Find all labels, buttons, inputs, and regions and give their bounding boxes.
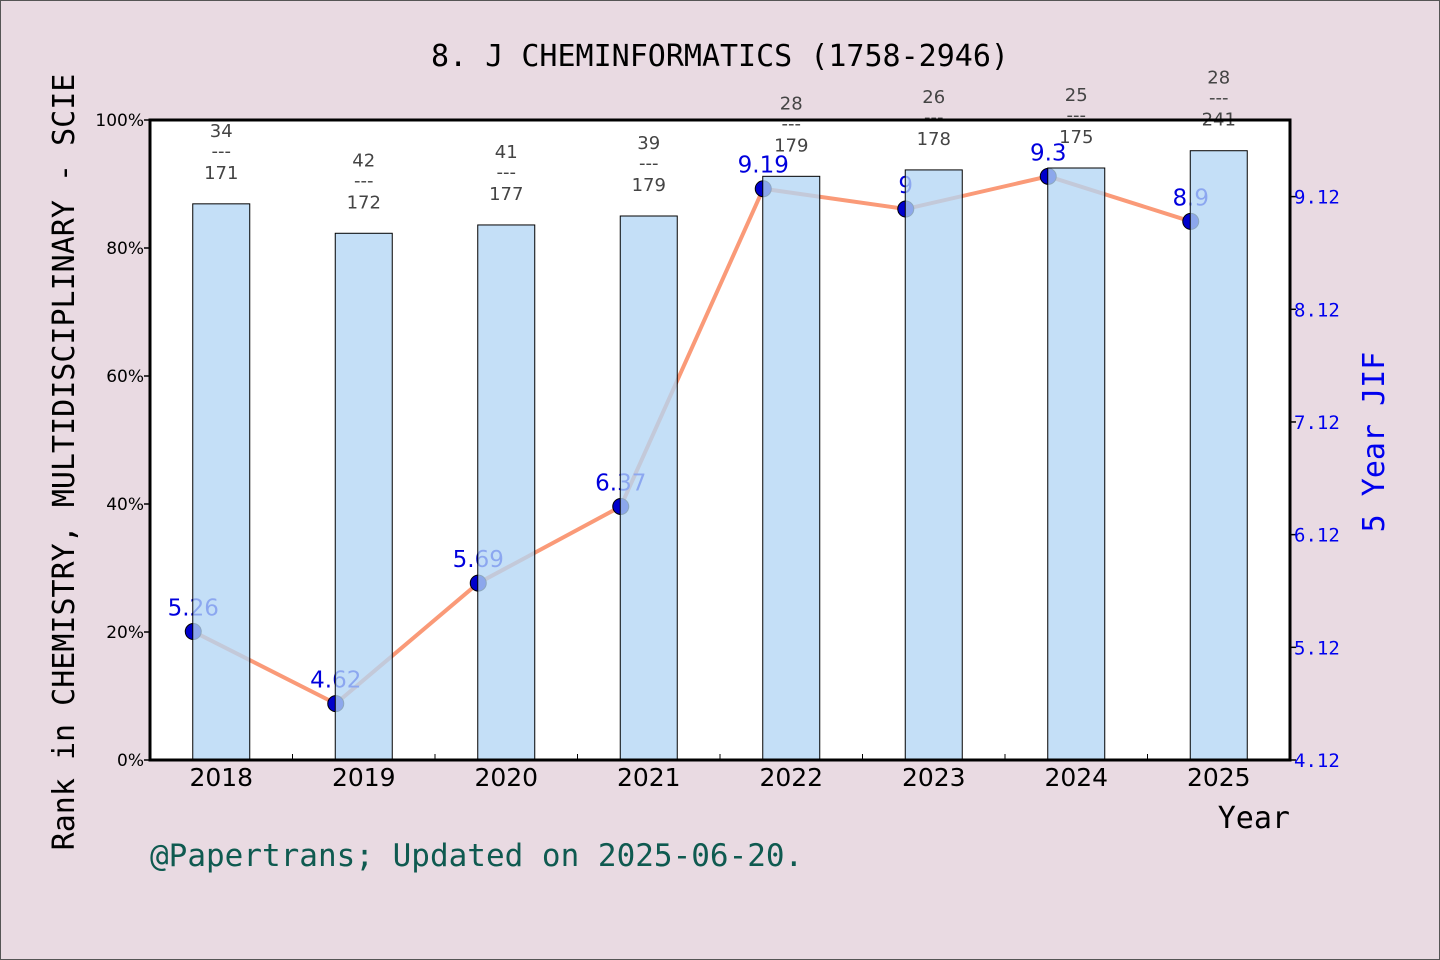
rank-separator: --- xyxy=(924,107,944,128)
y-axis-left-label: Rank in CHEMISTRY, MULTIDISCIPLINARY - S… xyxy=(47,74,82,851)
rank-bar xyxy=(192,203,251,761)
plot-area xyxy=(150,120,1290,760)
x-tick-label: 2020 xyxy=(474,763,538,792)
right-tick-label: 5.12 xyxy=(1294,637,1340,659)
rank-separator: --- xyxy=(212,141,232,162)
rank-label: 28 xyxy=(1207,68,1230,89)
rank-bar xyxy=(1189,150,1248,761)
rank-bar xyxy=(762,175,821,761)
rank-label: 39 xyxy=(637,133,660,154)
right-tick-label: 4.12 xyxy=(1294,750,1340,772)
rank-bar xyxy=(904,169,963,761)
total-label: 171 xyxy=(204,163,238,184)
left-tick-label: 60% xyxy=(106,367,144,387)
left-tick-label: 100% xyxy=(95,111,144,131)
right-tick-label: 6.12 xyxy=(1294,525,1340,547)
rank-separator: --- xyxy=(782,113,802,134)
rank-bar xyxy=(334,232,393,761)
rank-bar xyxy=(477,224,536,761)
rank-separator: --- xyxy=(497,162,517,183)
rank-separator: --- xyxy=(1067,105,1087,126)
x-tick-label: 2019 xyxy=(332,763,396,792)
chart-title: 8. J CHEMINFORMATICS (1758-2946) xyxy=(431,39,1009,74)
right-tick-label: 9.12 xyxy=(1294,187,1340,209)
jif-value-label: 9.3 xyxy=(1030,140,1067,166)
x-tick-label: 2022 xyxy=(759,763,823,792)
jif-value-label: 9.19 xyxy=(738,153,789,179)
left-tick-label: 80% xyxy=(106,239,144,259)
total-label: 179 xyxy=(632,175,666,196)
right-tick-label: 8.12 xyxy=(1294,299,1340,321)
total-label: 178 xyxy=(917,129,951,150)
total-label: 175 xyxy=(1059,127,1093,148)
rank-separator: --- xyxy=(1209,88,1229,109)
rank-bar xyxy=(1047,167,1106,761)
rank-label: 42 xyxy=(352,150,375,171)
total-label: 177 xyxy=(489,184,523,205)
rank-label: 28 xyxy=(780,93,803,114)
left-tick-label: 0% xyxy=(117,751,144,771)
rank-separator: --- xyxy=(639,153,659,174)
rank-label: 25 xyxy=(1065,85,1088,106)
y-axis-right-label: 5 Year JIF xyxy=(1357,352,1392,533)
footer-credit: @Papertrans; Updated on 2025-06-20. xyxy=(150,838,803,874)
x-tick-label: 2018 xyxy=(189,763,253,792)
total-label: 172 xyxy=(347,192,381,213)
rank-label: 34 xyxy=(210,121,233,142)
rank-label: 41 xyxy=(495,142,518,163)
x-tick-label: 2023 xyxy=(902,763,966,792)
rank-separator: --- xyxy=(354,170,374,191)
x-tick-label: 2021 xyxy=(617,763,681,792)
total-label: 179 xyxy=(774,135,808,156)
x-tick-label: 2024 xyxy=(1044,763,1108,792)
left-tick-label: 40% xyxy=(106,495,144,515)
rank-label: 26 xyxy=(922,87,945,108)
x-axis-label: Year xyxy=(1218,801,1290,836)
left-tick-label: 20% xyxy=(106,623,144,643)
right-tick-label: 7.12 xyxy=(1294,412,1340,434)
x-tick-label: 2025 xyxy=(1187,763,1251,792)
rank-bar xyxy=(619,215,678,761)
